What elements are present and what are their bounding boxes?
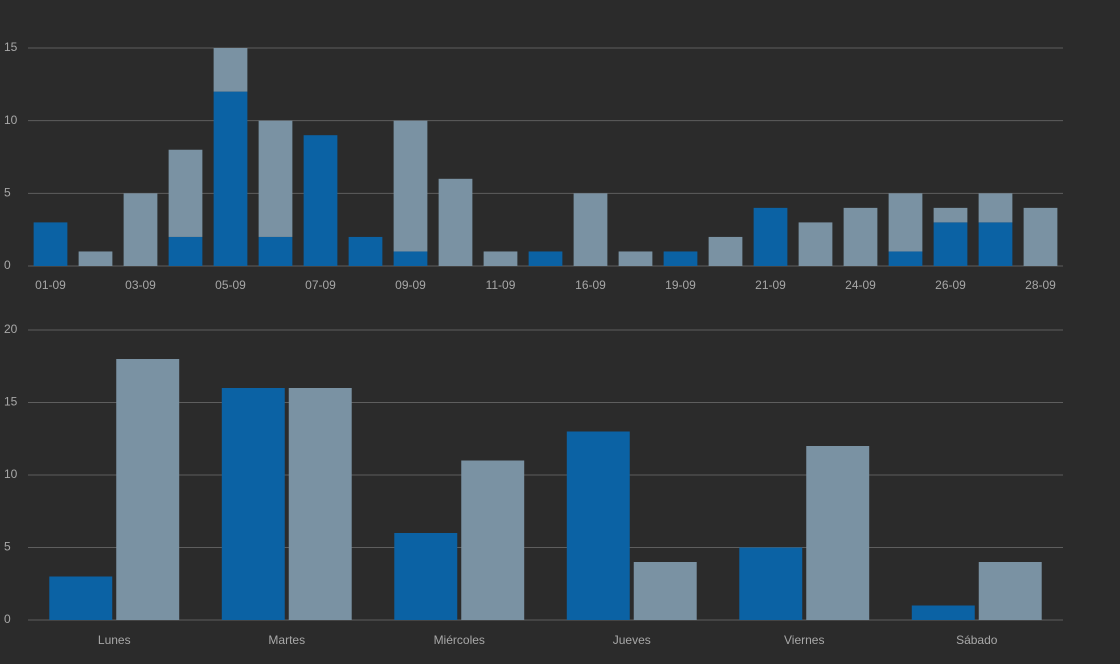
bar-segment — [843, 207, 878, 266]
bar — [116, 359, 180, 620]
y-tick-label: 20 — [4, 322, 18, 336]
x-tick-label: 16-09 — [575, 278, 606, 292]
y-tick-label: 0 — [4, 612, 11, 626]
x-tick-label: Viernes — [784, 633, 824, 647]
x-tick-label: Lunes — [98, 633, 131, 647]
bar — [49, 576, 113, 620]
x-tick-label: 01-09 — [35, 278, 66, 292]
x-tick-label: 21-09 — [755, 278, 786, 292]
bar-segment — [753, 207, 788, 266]
bar — [394, 533, 458, 620]
bar-segment — [528, 251, 563, 266]
bar-segment — [393, 120, 428, 252]
bar-segment — [168, 149, 203, 237]
x-tick-label: 28-09 — [1025, 278, 1056, 292]
x-tick-label: Martes — [268, 633, 305, 647]
bar — [633, 562, 697, 620]
bar-segment — [438, 178, 473, 266]
bar-segment — [933, 207, 968, 223]
y-tick-label: 5 — [4, 540, 11, 554]
x-tick-label: Miércoles — [434, 633, 485, 647]
bar-segment — [78, 251, 113, 266]
y-tick-label: 15 — [4, 395, 18, 409]
bar-segment — [303, 135, 338, 266]
x-tick-label: Sábado — [956, 633, 998, 647]
bar-segment — [798, 222, 833, 266]
bar-segment — [708, 236, 743, 266]
y-tick-label: 0 — [4, 258, 11, 272]
bar-segment — [393, 251, 428, 266]
x-tick-label: 09-09 — [395, 278, 426, 292]
bar-segment — [1023, 207, 1058, 266]
x-tick-label: 19-09 — [665, 278, 696, 292]
y-tick-label: 15 — [4, 40, 18, 54]
bar-segment — [213, 48, 248, 92]
bar-segment — [258, 120, 293, 237]
bar-segment — [258, 236, 293, 266]
bar — [739, 547, 803, 620]
bar-segment — [348, 236, 383, 266]
bar-segment — [888, 193, 923, 252]
y-tick-label: 10 — [4, 467, 18, 481]
bar-segment — [933, 222, 968, 266]
bar — [806, 446, 870, 620]
bar — [221, 388, 285, 620]
bar-segment — [213, 91, 248, 266]
bar — [288, 388, 352, 620]
y-tick-label: 10 — [4, 113, 18, 127]
x-tick-label: Jueves — [613, 633, 651, 647]
bar — [461, 460, 525, 620]
x-tick-label: 07-09 — [305, 278, 336, 292]
y-tick-label: 5 — [4, 186, 11, 200]
bar-segment — [573, 193, 608, 266]
bar — [978, 562, 1042, 620]
bar-segment — [978, 193, 1013, 223]
bar-segment — [978, 222, 1013, 266]
bar-segment — [663, 251, 698, 266]
bar-segment — [33, 222, 68, 266]
bar-segment — [483, 251, 518, 266]
x-tick-label: 26-09 — [935, 278, 966, 292]
bar — [911, 605, 975, 620]
bar-segment — [888, 251, 923, 266]
bar-segment — [123, 193, 158, 266]
x-tick-label: 03-09 — [125, 278, 156, 292]
x-tick-label: 11-09 — [486, 278, 516, 292]
bar — [566, 431, 630, 620]
bar-segment — [168, 236, 203, 266]
x-tick-label: 05-09 — [215, 278, 246, 292]
bar-segment — [618, 251, 653, 266]
x-tick-label: 24-09 — [845, 278, 876, 292]
